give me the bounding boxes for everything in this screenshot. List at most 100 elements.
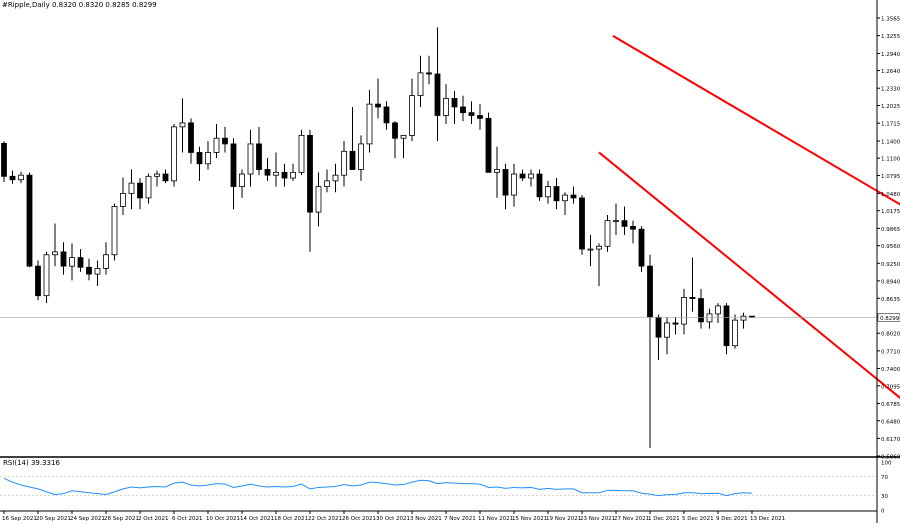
candle-body-bull xyxy=(120,192,126,207)
candle-body-bull xyxy=(94,268,101,275)
candle xyxy=(111,203,118,261)
candle-body-bull xyxy=(179,122,186,128)
price-tick-label: 1.3255 xyxy=(881,34,900,40)
candle-body-bull xyxy=(358,143,364,170)
candle xyxy=(732,314,738,349)
candle xyxy=(409,78,415,142)
candle-body-bear xyxy=(468,112,475,116)
time-tick-label: 18 Oct 2021 xyxy=(274,516,308,522)
candle xyxy=(358,135,364,181)
time-tick-label: 3 Nov 2021 xyxy=(410,516,442,522)
price-tick-label: 1.2640 xyxy=(881,69,900,75)
candle xyxy=(621,206,628,235)
time-tick-label: 27 Nov 2021 xyxy=(614,516,649,522)
price-tick-label: 1.0175 xyxy=(881,209,900,215)
candle-body-bear xyxy=(723,305,730,347)
candle-body-bear xyxy=(392,122,398,139)
candle xyxy=(536,169,543,201)
candle-body-bear xyxy=(434,73,441,116)
candle xyxy=(315,172,322,227)
candle xyxy=(553,178,560,210)
candle xyxy=(332,163,339,193)
rsi-scale-label: 70 xyxy=(881,475,888,481)
time-tick-label: 14 Oct 2021 xyxy=(240,516,274,522)
price-tick-label: 0.9560 xyxy=(881,244,900,250)
candle-body-bear xyxy=(60,251,67,267)
time-tick-label: 16 Sep 2021 xyxy=(2,516,37,522)
candle xyxy=(94,260,101,287)
candle-body-bear xyxy=(222,137,228,145)
candle xyxy=(485,112,492,173)
price-tick-label: 0.6480 xyxy=(881,419,900,425)
time-tick-label: 22 Oct 2021 xyxy=(308,516,342,522)
candle xyxy=(341,141,347,187)
candle-body-bear xyxy=(638,228,645,267)
price-tick-label: 1.0795 xyxy=(881,174,900,180)
price-tick-label: 1.3565 xyxy=(881,17,900,23)
price-tick-label: 0.8020 xyxy=(881,332,900,338)
time-tick-label: 13 Dec 2021 xyxy=(750,516,785,522)
candle xyxy=(281,163,288,187)
candle-body-bull xyxy=(52,251,58,256)
time-tick-label: 24 Sep 2021 xyxy=(70,516,105,522)
time-tick-label: 19 Nov 2021 xyxy=(546,516,581,522)
candle-body-bear xyxy=(349,150,356,170)
candle xyxy=(494,146,500,198)
candle-body-bear xyxy=(451,98,458,108)
candle-body-bear xyxy=(570,194,577,199)
candle-body-bear xyxy=(26,174,33,267)
candle-body-bull xyxy=(715,305,721,315)
price-tick-label: 0.9865 xyxy=(881,227,900,233)
candle xyxy=(239,169,245,198)
candle-body-bull xyxy=(494,169,500,173)
time-tick-label: 1 Dec 2021 xyxy=(648,516,680,522)
candle xyxy=(655,314,662,360)
candle-body-bear xyxy=(698,298,704,323)
candle xyxy=(69,243,75,281)
candle xyxy=(392,121,398,159)
candle xyxy=(638,226,645,272)
candle xyxy=(519,169,526,181)
time-tick-label: 15 Nov 2021 xyxy=(512,516,547,522)
time-tick-label: 9 Dec 2021 xyxy=(716,516,748,522)
candle xyxy=(179,98,186,153)
candle-body-bear xyxy=(519,173,526,179)
candle xyxy=(188,118,194,164)
candle-body-bear xyxy=(383,106,390,124)
candle-body-bull xyxy=(239,173,245,187)
candle xyxy=(604,214,611,252)
candle xyxy=(562,192,568,215)
time-tick-label: 30 Oct 2021 xyxy=(376,516,410,522)
candle-body-bear xyxy=(256,143,262,170)
candle xyxy=(451,91,458,125)
candle xyxy=(511,163,517,207)
candle-body-bull xyxy=(732,319,738,347)
candle xyxy=(171,124,177,187)
candle-body-bull xyxy=(587,248,594,251)
candle xyxy=(264,158,271,181)
candle xyxy=(290,163,296,181)
candle xyxy=(579,195,585,255)
price-tick-label: 1.1400 xyxy=(881,140,900,146)
candle-body-bull xyxy=(596,245,602,250)
candle xyxy=(383,101,390,130)
candle xyxy=(77,249,84,272)
candle-body-bull xyxy=(315,186,322,213)
price-tick-label: 1.2025 xyxy=(881,104,900,110)
time-tick-label: 23 Nov 2021 xyxy=(580,516,615,522)
candle xyxy=(417,55,424,107)
candle xyxy=(349,106,356,170)
candle xyxy=(137,178,143,210)
candle xyxy=(698,288,704,329)
rsi-line xyxy=(3,477,753,497)
candle-body-bull xyxy=(443,98,449,116)
current-price-label: 0.8299 xyxy=(880,316,900,322)
price-tick-label: 0.9250 xyxy=(881,262,900,268)
candle xyxy=(630,220,636,244)
rsi-scale-label: 0 xyxy=(881,509,885,515)
candle xyxy=(426,55,432,85)
candle-body-bull xyxy=(290,171,296,179)
candle-body-bear xyxy=(655,316,662,338)
candle xyxy=(689,257,696,312)
